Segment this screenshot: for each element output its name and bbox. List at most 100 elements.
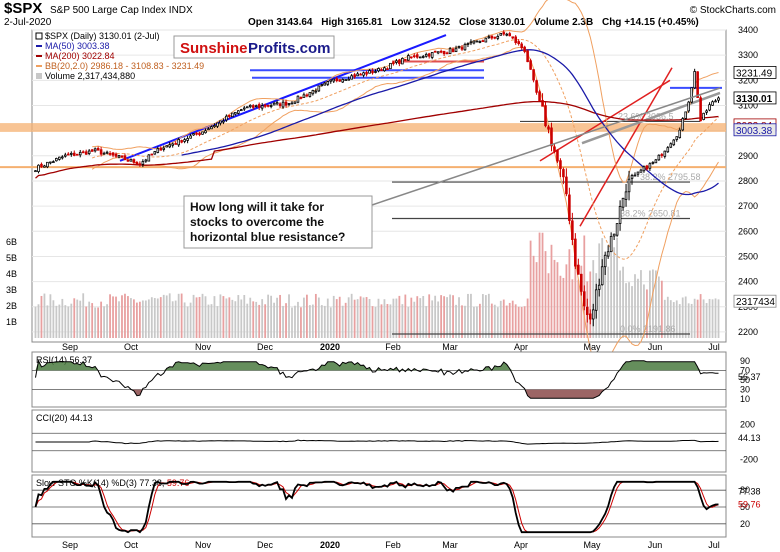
volume-bar: [392, 298, 395, 338]
candle-body: [582, 291, 586, 307]
candle-body: [648, 163, 652, 169]
candle-body: [263, 104, 267, 107]
volume-bar: [189, 302, 192, 338]
volume-bar: [285, 303, 287, 338]
volume-bar: [46, 305, 49, 338]
candle-body: [87, 150, 91, 154]
volume-tick-label: 3B: [6, 285, 17, 295]
volume-bar: [628, 282, 630, 338]
volume-bar: [171, 301, 174, 338]
candle-body: [245, 106, 249, 109]
volume-bar: [389, 304, 392, 338]
volume-bar: [231, 299, 234, 338]
month-label: Feb: [385, 540, 401, 550]
volume-bar: [219, 294, 222, 338]
fib-levels: 23.6% 3036.5 38.2% 2795.58 38.2% 2650.81 0.…: [392, 111, 701, 335]
candle-body: [621, 197, 625, 208]
candle-body: [168, 144, 172, 148]
month-label: Nov: [195, 342, 212, 352]
price-overlays: [0, 0, 726, 368]
candle-body: [433, 50, 437, 53]
volume-bar: [97, 307, 100, 338]
candle-body: [448, 48, 452, 55]
volume-bar: [404, 294, 407, 338]
volume-bar: [291, 307, 293, 338]
rsi-panel: [31, 351, 727, 408]
volume-bar: [651, 269, 654, 338]
candle-body: [219, 120, 222, 124]
candle-body: [386, 68, 389, 71]
volume-bar: [180, 293, 183, 338]
volume-bar: [300, 307, 302, 338]
candle-body: [93, 148, 97, 152]
volume-bar: [40, 295, 43, 338]
candle-body: [702, 112, 705, 120]
candle-body: [353, 74, 356, 78]
volume-bar: [446, 297, 448, 338]
candle-body: [90, 149, 94, 152]
candle-body: [585, 306, 589, 316]
candle-body: [371, 70, 374, 74]
volume-bar: [264, 304, 267, 338]
volume-bar: [672, 302, 675, 338]
volume-bar: [240, 299, 243, 338]
candle-body: [505, 33, 509, 36]
candle-body: [547, 126, 550, 130]
candle-body: [213, 125, 216, 128]
volume-bar: [261, 299, 264, 338]
volume-bar: [529, 240, 532, 338]
volume-bar: [660, 280, 663, 338]
volume-bar: [413, 301, 416, 338]
volume-bar: [473, 306, 475, 338]
volume-bar: [133, 299, 135, 338]
candle-body: [571, 220, 574, 240]
candle-body: [675, 136, 679, 140]
volume-bar: [153, 298, 156, 338]
volume-bar: [118, 301, 120, 338]
volume-bar: [82, 293, 85, 338]
candle-body: [359, 73, 362, 76]
volume-bar: [407, 306, 410, 338]
bb-upper: [92, 0, 719, 183]
fib-label: 0.0% 2191.86: [620, 324, 676, 334]
legend-ma50: MA(50) 3003.38: [45, 41, 110, 51]
volume-bar: [359, 296, 362, 338]
volume-bar: [341, 305, 344, 338]
candle-body: [126, 159, 130, 162]
volume-bar: [398, 295, 401, 338]
rsi-line: [35, 359, 719, 399]
volume-bar: [678, 304, 681, 338]
candle-body: [404, 59, 407, 61]
candle-body: [442, 50, 446, 55]
candle-body: [454, 47, 458, 53]
candle-body: [344, 79, 347, 81]
volume-bar: [511, 300, 514, 338]
candle-body: [299, 97, 303, 99]
candle-body: [600, 266, 604, 286]
volume-bar: [550, 244, 553, 338]
candle-body: [642, 166, 646, 172]
month-label: Jun: [648, 342, 663, 352]
volume-bar: [455, 304, 457, 338]
volume-bars: [34, 232, 720, 338]
volume-bar: [568, 249, 571, 338]
volume-bar: [225, 298, 228, 338]
candle-body: [657, 154, 661, 161]
candle-body: [624, 191, 628, 200]
candle-body: [174, 143, 177, 145]
candle-body: [645, 165, 649, 170]
candle-body: [565, 176, 568, 195]
annotation-line1: How long will it take for: [190, 200, 324, 214]
volume-bar: [604, 265, 607, 338]
volume-bar: [484, 295, 487, 338]
logo-part2: Profits.com: [248, 40, 331, 57]
cci-line: [35, 439, 719, 445]
volume-bar: [490, 303, 493, 338]
volume-bar: [258, 304, 261, 338]
rsi-line-fill-low: [35, 389, 719, 399]
volume-bar: [631, 286, 633, 338]
candle-body: [383, 67, 386, 72]
candle-body: [365, 72, 368, 75]
candle-body: [46, 161, 49, 168]
candle-body: [231, 112, 234, 118]
